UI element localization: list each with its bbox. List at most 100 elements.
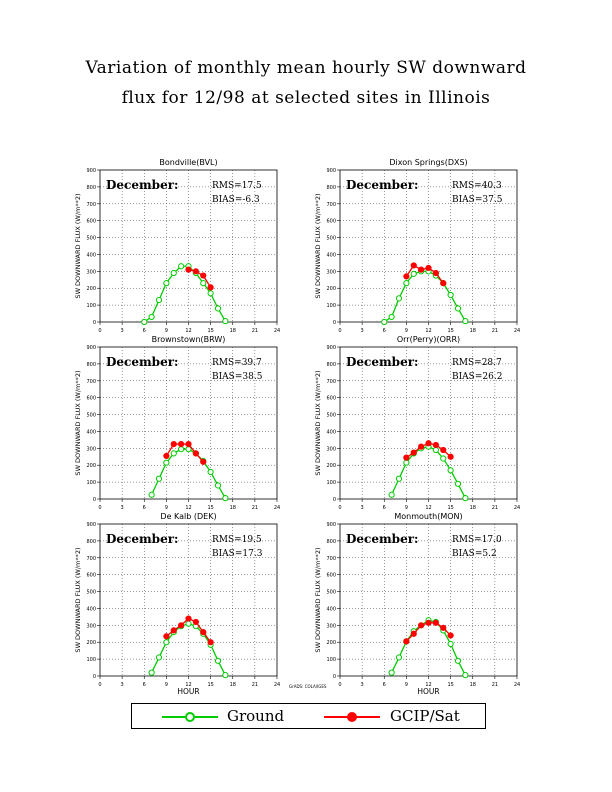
panel-6-xlabel: HOUR xyxy=(417,687,439,696)
panel-4-xtick-label: 24 xyxy=(514,505,520,511)
panel-4-ytick-label: 900 xyxy=(326,345,336,351)
panel-6-ground-point xyxy=(454,657,462,664)
panel-5-xtick-label: 18 xyxy=(230,682,236,688)
panel-6-gcip-point xyxy=(418,622,425,629)
panel-2-gcip-point xyxy=(440,280,447,287)
panel-4-ytick-label: 400 xyxy=(326,429,336,435)
panel-1-gcip-point xyxy=(207,284,214,291)
panel-5-ytick-label: 0 xyxy=(93,674,96,680)
panel-5-gcip-point xyxy=(207,639,214,646)
panel-2-xtick-label: 6 xyxy=(383,328,386,334)
panel-2-ytick-label: 400 xyxy=(326,252,336,258)
panel-4-ground-point xyxy=(395,475,403,482)
panel-3-ytick-label: 0 xyxy=(93,497,96,503)
panel-6-ytick-label: 800 xyxy=(326,539,336,545)
panel-3-xtick-label: 21 xyxy=(252,505,258,511)
panel-6-rms-label: RMS=17.0 xyxy=(452,535,502,545)
panel-5-ground-point xyxy=(214,657,222,664)
panel-3-ytick-label: 100 xyxy=(86,480,96,486)
panel-4-rms-label: RMS=28.7 xyxy=(452,358,502,368)
panel-4-xtick-label: 12 xyxy=(425,505,431,511)
panel-2-ytick-label: 300 xyxy=(326,269,336,275)
legend-ground-label: Ground xyxy=(227,707,285,725)
panel-6-ytick-label: 500 xyxy=(326,590,336,596)
panel-5-ytick-label: 400 xyxy=(86,606,96,612)
panel-6-title: Monmouth(MON) xyxy=(394,512,462,521)
panel-2-ground-point xyxy=(395,295,403,302)
panel-3-ground-point xyxy=(155,475,163,482)
panel-4-ground-point xyxy=(462,495,469,502)
panel-5-gcip-point xyxy=(178,622,185,629)
panel-2-xtick-label: 9 xyxy=(405,328,408,334)
panel-1-ground-point xyxy=(207,290,214,297)
legend-gcip-marker xyxy=(347,712,357,722)
panel-6-gcip-point xyxy=(447,632,454,639)
panel-4-ytick-label: 300 xyxy=(326,446,336,452)
panel-6-xtick-label: 15 xyxy=(447,682,453,688)
panel-2-ground-point xyxy=(388,313,395,321)
panel-3-gcip-point xyxy=(178,441,185,448)
panel-6-ground-point xyxy=(447,640,454,648)
panel-4-gcip-point xyxy=(425,440,432,447)
panel-3-title: Brownstown(BRW) xyxy=(152,335,226,344)
panel-1-xtick-label: 15 xyxy=(207,328,213,334)
panel-3-gcip-point xyxy=(185,441,192,448)
panel-1-bias-label: BIAS=-6.3 xyxy=(212,195,260,205)
panel-4-ylabel: SW DOWNWARD FLUX (W/m**2) xyxy=(314,370,322,475)
panel-2-gcip-point xyxy=(432,269,439,277)
panel-1-xtick-label: 21 xyxy=(252,328,258,334)
panel-5-xtick-label: 15 xyxy=(207,682,213,688)
panel-3-ground-point xyxy=(170,450,177,457)
panel-6-xtick-label: 6 xyxy=(383,682,386,688)
panel-4-ground-point xyxy=(440,455,447,462)
panel-4-gcip-point xyxy=(403,454,410,461)
panel-1-xtick-label: 12 xyxy=(185,328,191,334)
panel-5-ytick-label: 800 xyxy=(86,539,96,545)
panel-3-ytick-label: 600 xyxy=(86,396,96,402)
panel-2-ground-point xyxy=(381,318,388,326)
panel-6-gcip-point xyxy=(410,630,417,637)
panel-1-gcip-point xyxy=(200,272,207,279)
panel-5-xtick-label: 3 xyxy=(121,682,124,688)
panel-2-ytick-label: 100 xyxy=(326,303,336,309)
panel-2-ground-point xyxy=(403,280,410,287)
panel-6-ytick-label: 400 xyxy=(326,606,336,612)
panel-5-xtick-label: 9 xyxy=(165,682,168,688)
panel-5-ground-point xyxy=(185,620,192,627)
panel-3-ground-point xyxy=(214,482,222,489)
panel-3-xtick-label: 6 xyxy=(143,505,146,511)
panel-1-ytick-label: 500 xyxy=(86,236,96,242)
panel-4-title: Orr(Perry)(ORR) xyxy=(397,335,460,344)
panel-3-xtick-label: 0 xyxy=(98,505,101,511)
panel-1-ylabel: SW DOWNWARD FLUX (W/m**2) xyxy=(74,193,82,298)
grads-credit: GrADS: COLA/IGES xyxy=(289,684,327,689)
panel-6-gcip-point xyxy=(440,624,447,631)
panel-1-month-label: December: xyxy=(106,178,178,192)
panel-1-title: Bondville(BVL) xyxy=(159,158,217,167)
legend-ground-marker xyxy=(185,712,195,722)
panel-5-ground-point xyxy=(222,672,229,679)
panel-4-ytick-label: 500 xyxy=(326,413,336,419)
panel-5-xtick-label: 21 xyxy=(252,682,258,688)
panel-3-ground-point xyxy=(178,446,185,453)
panel-2-ytick-label: 700 xyxy=(326,202,336,208)
panel-5-ytick-label: 700 xyxy=(86,556,96,562)
panel-1-xtick-label: 0 xyxy=(98,328,101,334)
panel-4-xtick-label: 15 xyxy=(447,505,453,511)
panel-4-ytick-label: 200 xyxy=(326,463,336,469)
panel-2-gcip-point xyxy=(425,264,432,272)
panel-1-xtick-label: 3 xyxy=(121,328,124,334)
panel-3-ytick-label: 200 xyxy=(86,463,96,469)
panel-4-ytick-label: 800 xyxy=(326,362,336,368)
panel-2-month-label: December: xyxy=(346,178,418,192)
panel-4-gcip-point xyxy=(410,449,417,456)
panel-5-gcip-point xyxy=(185,615,192,622)
panel-6-ytick-label: 200 xyxy=(326,640,336,646)
panel-6-ground-point xyxy=(388,669,395,676)
panel-4-ytick-label: 0 xyxy=(333,497,336,503)
panel-1-ground-point xyxy=(178,263,185,270)
panel-1-gcip-point xyxy=(185,266,192,273)
panel-3-ground-point xyxy=(207,468,214,476)
panel-6-xtick-label: 0 xyxy=(338,682,341,688)
panel-5-xtick-label: 6 xyxy=(143,682,146,688)
